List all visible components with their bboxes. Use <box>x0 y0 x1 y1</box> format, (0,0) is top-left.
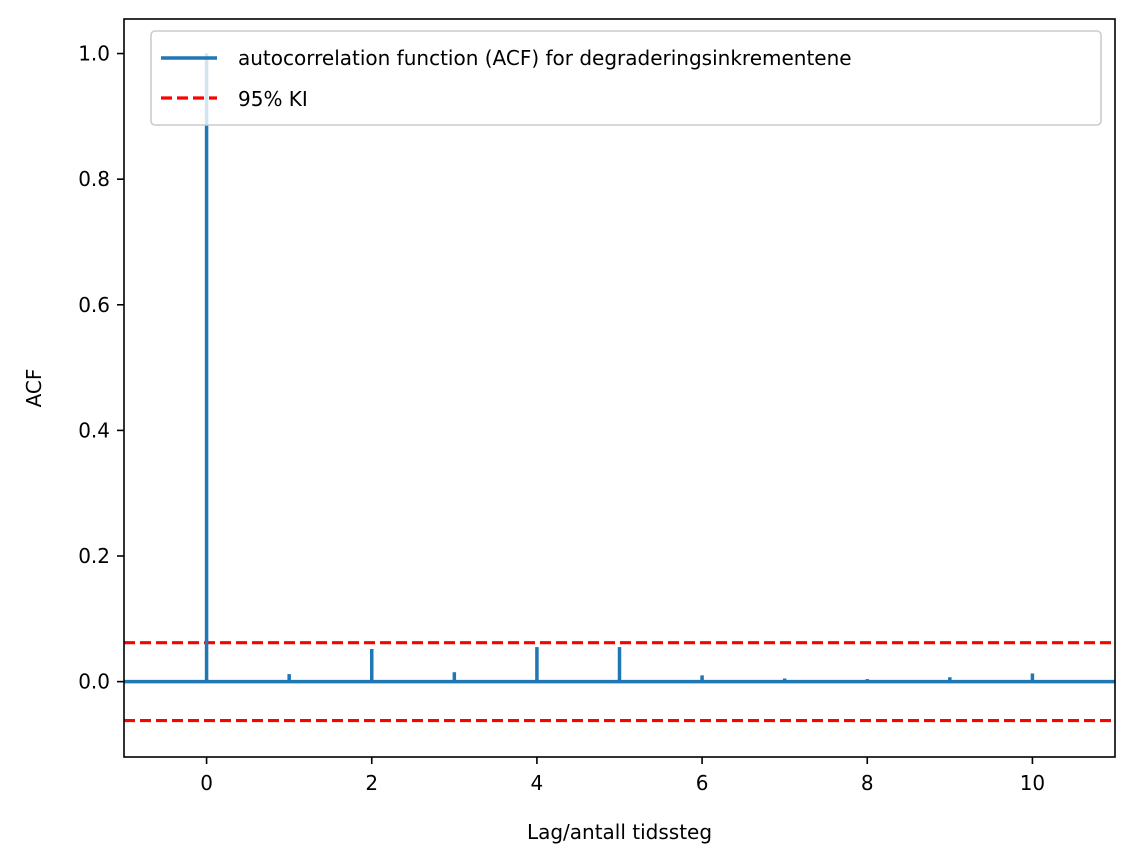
y-tick-label: 0.2 <box>78 544 110 568</box>
legend-box <box>150 30 1102 126</box>
plot-frame <box>123 18 1116 758</box>
x-tick-label: 2 <box>365 771 378 795</box>
legend-label-acf: autocorrelation function (ACF) for degra… <box>238 46 852 70</box>
plot-area <box>124 53 1115 723</box>
confidence-interval-lines <box>124 641 1115 723</box>
x-tick-label: 6 <box>696 771 709 795</box>
y-axis: 0.0 0.2 0.4 0.6 0.8 1.0 <box>78 42 124 694</box>
x-tick-label: 8 <box>861 771 874 795</box>
y-tick-label: 0.4 <box>78 418 110 442</box>
legend: autocorrelation function (ACF) for degra… <box>150 30 1102 126</box>
acf-stems <box>124 53 1115 684</box>
x-tick-label: 0 <box>200 771 213 795</box>
x-axis: 0 2 4 6 8 10 <box>200 757 1045 795</box>
y-tick-label: 1.0 <box>78 42 110 66</box>
y-tick-label: 0.8 <box>78 167 110 191</box>
y-axis-label: ACF <box>22 369 46 408</box>
y-tick-label: 0.0 <box>78 670 110 694</box>
legend-label-ci: 95% KI <box>238 87 308 111</box>
x-tick-label: 10 <box>1020 771 1045 795</box>
x-axis-label: Lag/antall tidssteg <box>527 820 712 844</box>
x-tick-label: 4 <box>531 771 544 795</box>
y-tick-label: 0.6 <box>78 293 110 317</box>
